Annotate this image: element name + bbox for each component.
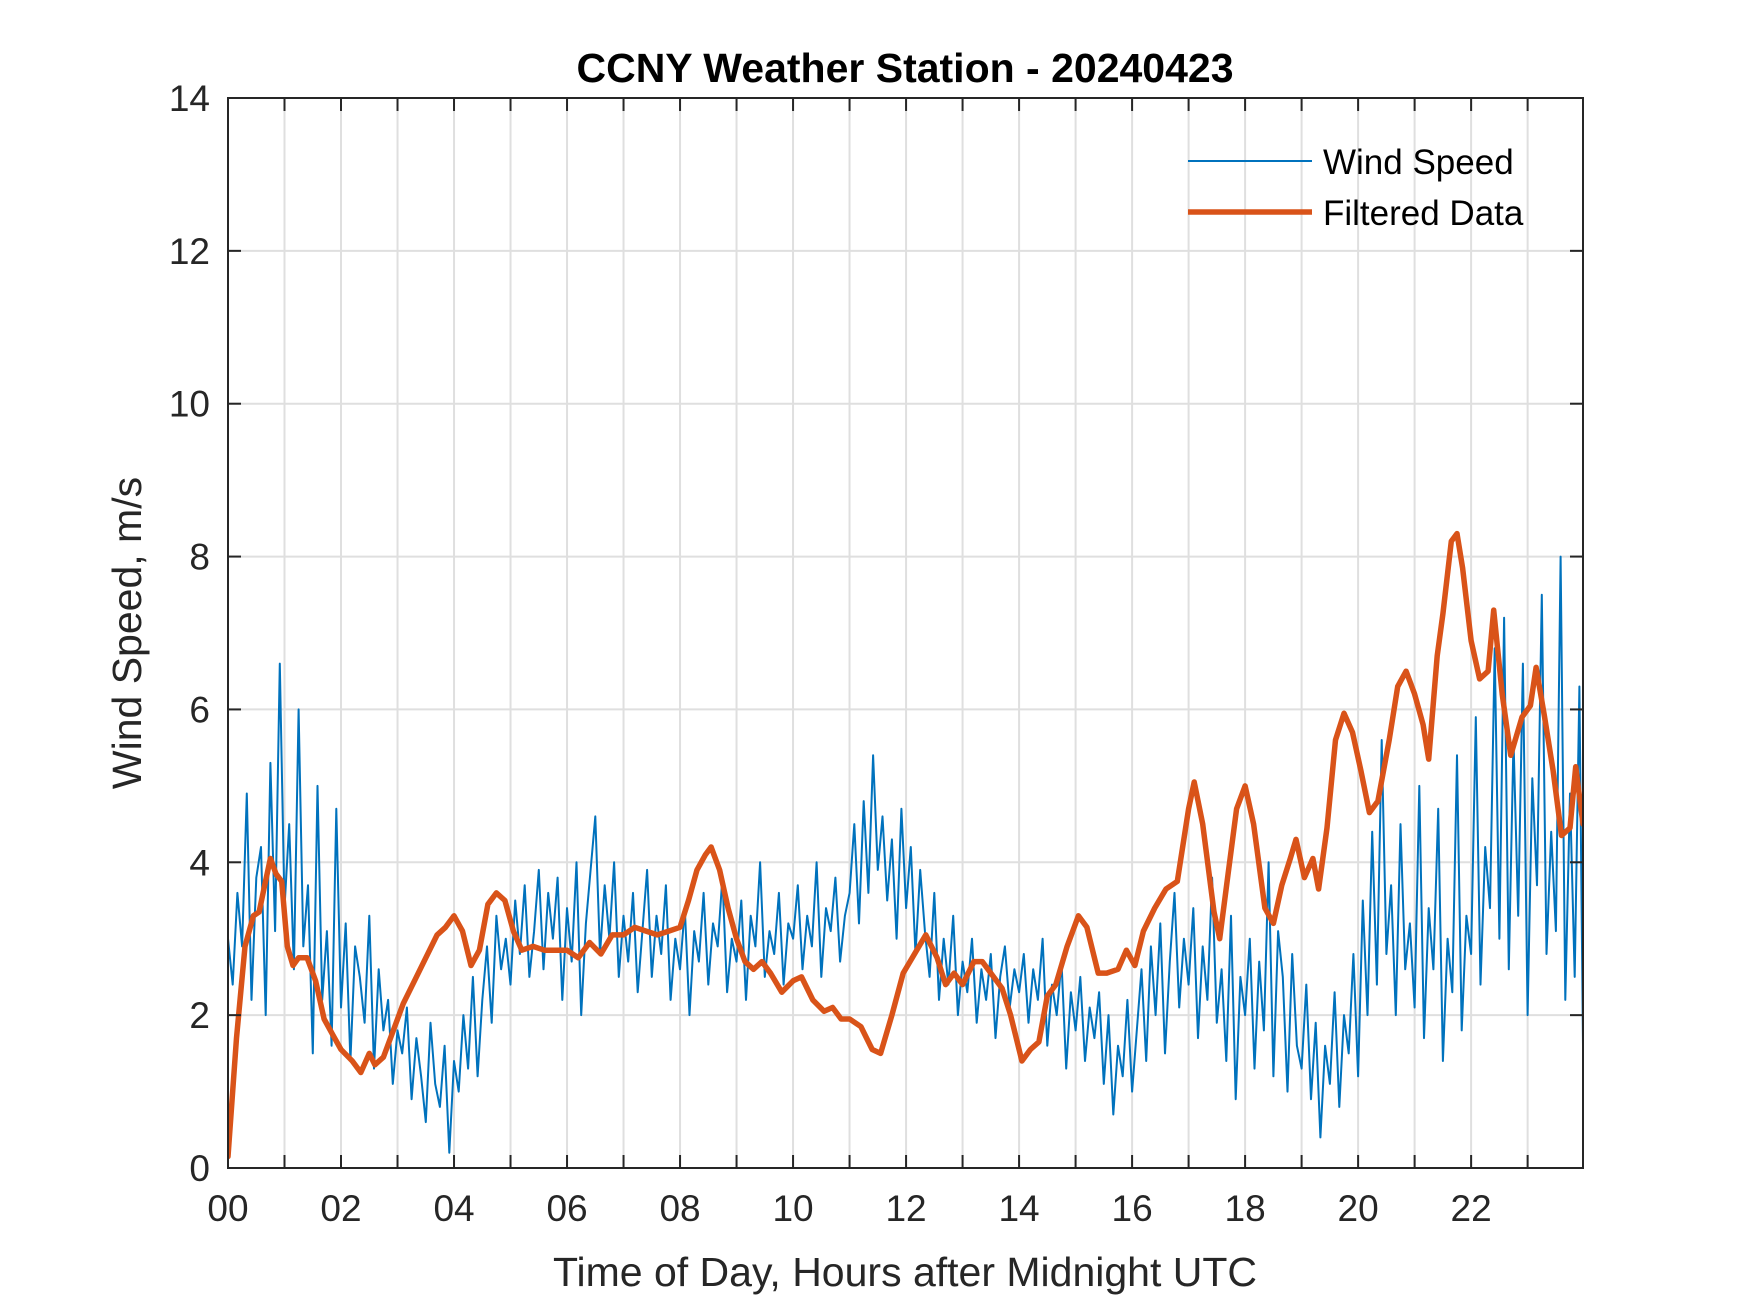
x-tick-label: 12 <box>885 1188 926 1229</box>
x-tick-label: 16 <box>1112 1188 1153 1229</box>
y-tick-label: 4 <box>189 842 210 883</box>
x-tick-label: 08 <box>659 1188 700 1229</box>
y-axis-label: Wind Speed, m/s <box>104 477 150 789</box>
x-tick-label: 18 <box>1225 1188 1266 1229</box>
y-tick-label: 0 <box>189 1148 210 1189</box>
x-tick-label: 06 <box>546 1188 587 1229</box>
legend: Wind Speed Filtered Data <box>1188 143 1524 233</box>
x-tick-label: 04 <box>433 1188 474 1229</box>
x-tick-labels: 00 02 04 06 08 10 12 14 16 18 20 22 <box>207 1188 1491 1229</box>
y-tick-label: 8 <box>189 537 210 578</box>
chart-title: CCNY Weather Station - 20240423 <box>576 45 1233 91</box>
y-tick-label: 12 <box>169 231 210 272</box>
x-tick-label: 20 <box>1338 1188 1379 1229</box>
y-tick-label: 10 <box>169 384 210 425</box>
y-tick-label: 14 <box>169 78 210 119</box>
x-tick-label: 00 <box>207 1188 248 1229</box>
x-tick-label: 14 <box>998 1188 1039 1229</box>
x-tick-label: 10 <box>772 1188 813 1229</box>
filtered-data-line <box>228 530 1583 1160</box>
x-tick-label: 22 <box>1451 1188 1492 1229</box>
y-tick-label: 6 <box>189 689 210 730</box>
legend-filtered-data-label: Filtered Data <box>1323 194 1524 233</box>
y-tick-labels: 0 2 4 6 8 10 12 14 <box>169 78 210 1189</box>
y-tick-label: 2 <box>189 995 210 1036</box>
legend-wind-speed-label: Wind Speed <box>1323 143 1514 182</box>
x-axis-label: Time of Day, Hours after Midnight UTC <box>553 1249 1257 1295</box>
axis-ticks <box>227 97 1583 1169</box>
x-tick-label: 02 <box>320 1188 361 1229</box>
